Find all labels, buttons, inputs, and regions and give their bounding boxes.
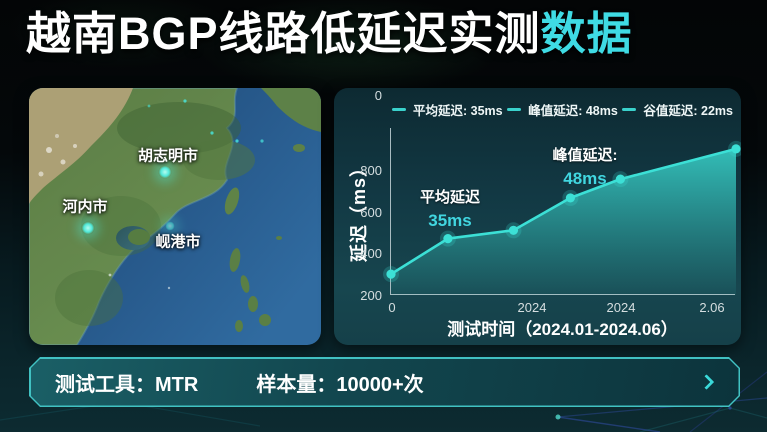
city-glow-dot-hanoi [81,221,95,235]
legend-label: 谷值延迟: 22ms [643,104,733,118]
city-label-danang: 岘港市 [155,233,201,251]
city-glow-dot-danang [165,221,175,231]
annotation-value: 35ms [428,211,472,230]
y-tick-label: 400 [360,246,382,261]
legend-label: 峰值延迟: 48ms [528,104,618,118]
page-title-highlight: 数据 [540,8,633,59]
footer-content: 测试工具：MTR 样本量：10000+次 [29,357,740,407]
latency-line-plot [383,128,741,295]
footer-tool-text: 测试工具：MTR [55,373,199,396]
footer-bar-fill [31,359,739,406]
x-axis-title: 测试时间（2024.01-2024.06） [447,320,678,339]
y-tick-label: 800 [360,163,382,178]
footer-bar[interactable]: 测试工具：MTR 样本量：10000+次 [29,357,740,407]
legend-label: 平均延迟: 35ms [413,104,503,118]
latency-chart-panel: 平均延迟: 35ms 峰值延迟: 48ms 谷值延迟: 22ms 延迟（ms） … [334,88,741,345]
footer-sample-text: 样本量：10000+次 [256,373,424,396]
x-tick-label: 2.06 [699,300,725,315]
annotation-label: 平均延迟 [419,189,481,206]
satellite-map-image [29,88,321,345]
x-tick-label: 2024 [606,300,636,315]
annotation-value: 48ms [563,169,607,188]
city-label-hochiminh: 胡志明市 [137,147,199,165]
legend-item-peak: 峰值延迟: 48ms [507,100,618,119]
y-tick-label: 0 [374,88,382,103]
page-title-main: 越南BGP线路低延迟实测 [26,8,541,59]
annotation-label: 峰值延迟: [552,147,618,164]
y-tick-label: 600 [360,205,382,220]
x-tick-label: 2024 [517,300,547,315]
chart-legend: 平均延迟: 35ms 峰值延迟: 48ms 谷值延迟: 22ms [392,100,733,119]
page-title: 越南BGP线路低延迟实测数据 [26,6,633,62]
legend-dash-icon [622,108,637,111]
legend-dash-icon [507,108,522,111]
city-glow-dot-hochiminh [158,165,172,179]
map-panel: 胡志明市 河内市 岘港市 [29,88,321,345]
x-tick-label: 0 [388,300,396,315]
annotation-peak: 峰值延迟: 48ms [553,144,618,189]
y-tick-label: 200 [360,288,382,303]
legend-item-average: 平均延迟: 35ms [392,100,503,119]
legend-item-valley: 谷值延迟: 22ms [622,100,733,119]
legend-dash-icon [392,108,406,111]
latency-series [383,140,741,295]
annotation-average: 平均延迟 35ms [420,186,480,231]
city-label-hanoi: 河内市 [62,198,108,216]
